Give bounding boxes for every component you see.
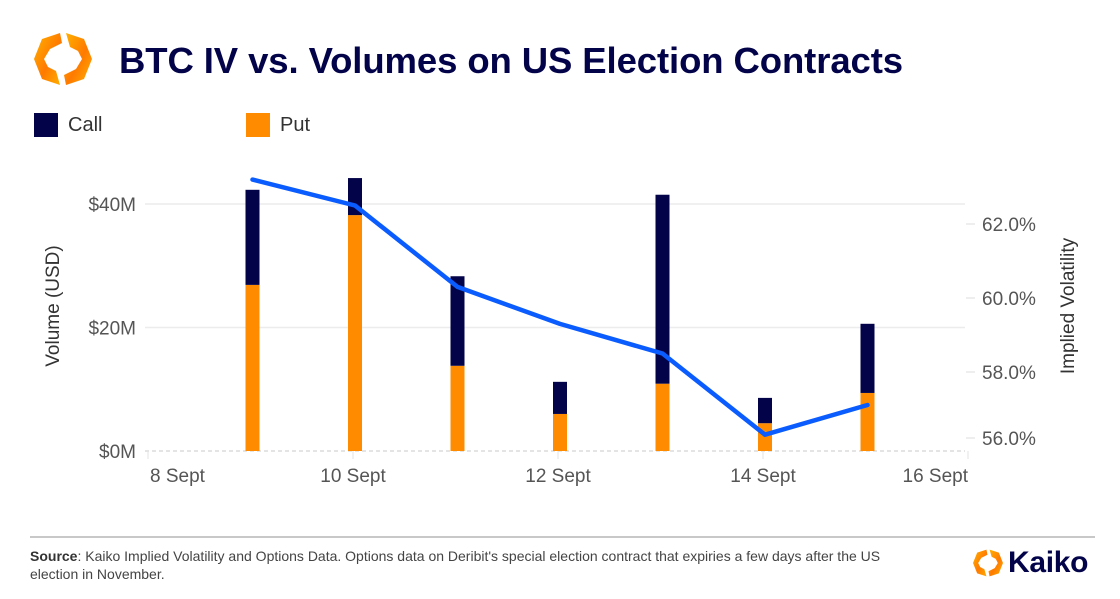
x-axis: 8 Sept 10 Sept 12 Sept 14 Sept 16 Sept <box>147 451 969 487</box>
legend-item-put: Put <box>246 113 310 137</box>
brand: Kaiko <box>972 546 1089 580</box>
bar-call <box>758 397 772 424</box>
y-tick-label: $20M <box>88 319 136 340</box>
legend-swatch-put <box>246 113 270 137</box>
legend-item-call: Call <box>34 113 102 137</box>
y-axis-title: Volume (USD) <box>43 245 64 366</box>
bar-call <box>860 323 875 393</box>
bar-call <box>245 189 260 285</box>
y2-tick-label: 56.0% <box>982 429 1036 450</box>
bar-call <box>655 194 670 384</box>
iv-line <box>250 177 870 437</box>
y-tick-label: $40M <box>88 195 136 216</box>
bar-put <box>450 365 465 451</box>
footer-divider <box>30 536 1095 538</box>
source-label: Source <box>30 548 78 564</box>
y-tick-label: $0M <box>99 442 136 463</box>
y2-tick-label: 62.0% <box>982 215 1036 236</box>
x-tick-label: 8 Sept <box>150 466 206 487</box>
page-title: BTC IV vs. Volumes on US Election Contra… <box>119 40 903 81</box>
x-tick-label: 10 Sept <box>320 466 386 487</box>
y2-tick-label: 60.0% <box>982 289 1036 310</box>
bar-put <box>245 284 260 451</box>
bar-call <box>553 381 567 414</box>
x-tick-label: 16 Sept <box>903 466 969 487</box>
y2-axis-title: Implied Volatility <box>1058 237 1079 374</box>
bar-put <box>348 215 362 451</box>
y2-tick-label: 58.0% <box>982 363 1036 384</box>
legend-label-put: Put <box>280 113 311 136</box>
x-tick-label: 12 Sept <box>525 466 591 487</box>
kaiko-brand-icon <box>973 549 1003 577</box>
bar-put <box>553 413 567 451</box>
legend-label-call: Call <box>68 113 103 136</box>
source-note: Source: Kaiko Implied Volatility and Opt… <box>30 547 910 583</box>
volume-iv-chart: $0M $20M $40M 56.0% 58.0% 60.0% 62.0% 8 Sept 1… <box>43 177 1079 487</box>
bar-put <box>860 392 875 451</box>
source-text: : Kaiko Implied Volatility and Options D… <box>30 548 881 582</box>
legend-swatch-call <box>34 113 58 137</box>
bar-put <box>655 383 670 451</box>
y-axis-right: 56.0% 58.0% 60.0% 62.0% <box>966 215 1036 450</box>
x-tick-label: 14 Sept <box>730 466 796 487</box>
bar-call <box>450 276 465 366</box>
brand-name: Kaiko <box>1008 546 1089 579</box>
bars <box>245 178 875 451</box>
kaiko-logo-icon <box>34 33 92 85</box>
y-axis-left: $0M $20M $40M <box>88 195 136 463</box>
bar-put <box>758 423 772 451</box>
